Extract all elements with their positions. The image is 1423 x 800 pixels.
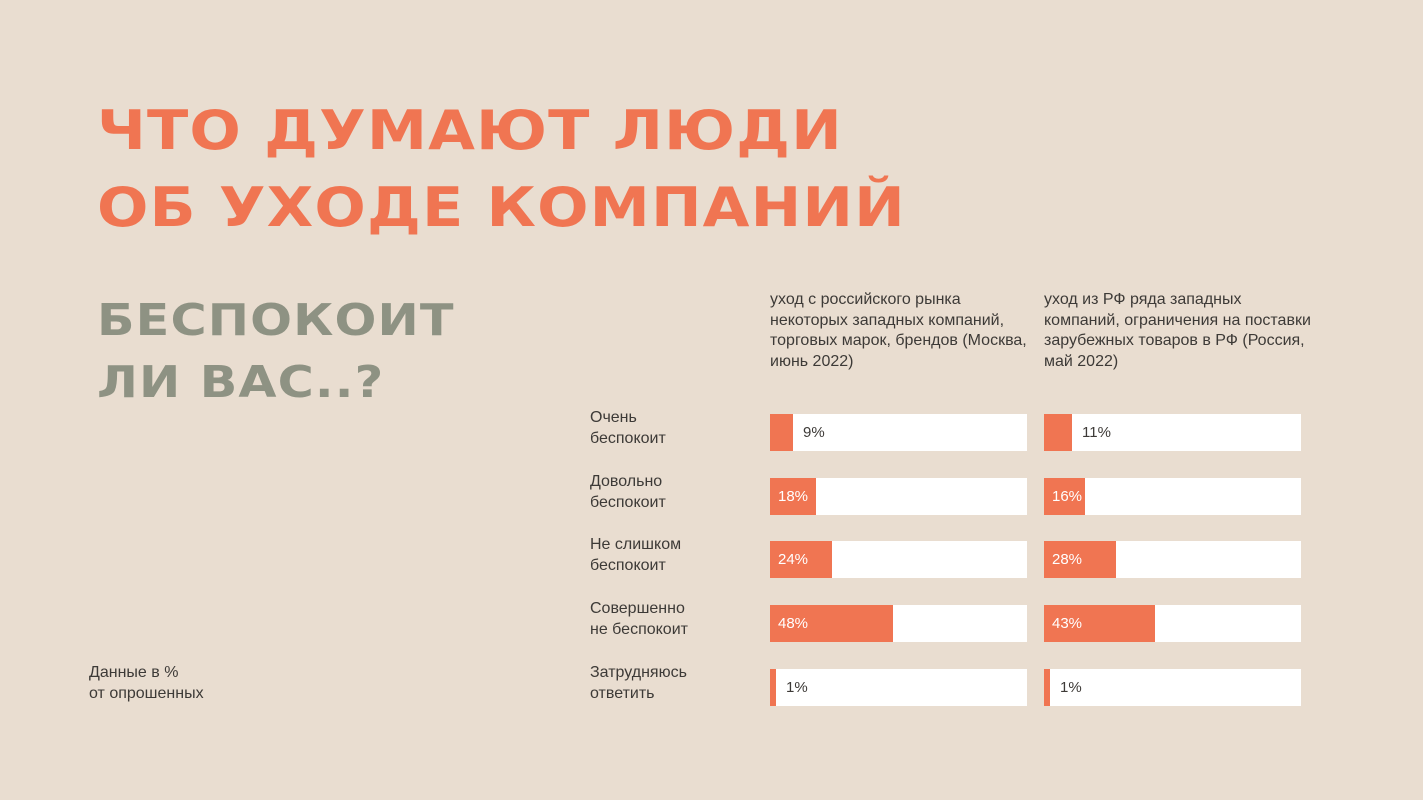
bar [1044,605,1155,642]
bar-track: 1% [1044,669,1301,706]
category-label: Совершенно не беспокоит [590,599,760,640]
page-title: ЧТО ДУМАЮТ ЛЮДИ ОБ УХОДЕ КОМПАНИЙ [97,92,906,246]
category-label: Не слишком беспокоит [590,535,760,576]
category-label-line: беспокоит [590,429,666,447]
bar-value-label: 9% [803,424,825,441]
category-label-line: Очень [590,409,637,426]
category-label: Довольно беспокоит [590,472,760,513]
bar [1044,414,1072,451]
page-title-line: ЧТО ДУМАЮТ ЛЮДИ [97,99,843,162]
bar-track: 48% [770,605,1027,642]
bar-track: 1% [770,669,1027,706]
bar [770,541,832,578]
bar-value-label: 1% [786,679,808,696]
question-heading: БЕСПОКОИТ ЛИ ВАС..? [97,290,455,414]
bar [1044,669,1050,706]
bar [770,605,893,642]
category-label-line: не беспокоит [590,620,688,638]
bar-value-label: 43% [1052,615,1083,632]
series-header-russia: уход из РФ ряда западных компаний, огран… [1044,291,1311,370]
bar-track: 18% [770,478,1027,515]
bar [1044,541,1116,578]
bar-track: 43% [1044,605,1301,642]
bar [1044,478,1085,515]
category-label: Затрудняюсь ответить [590,663,760,704]
category-label: Очень беспокоит [590,408,760,449]
data-note: Данные в % от опрошенных [89,662,204,704]
bar-track: 24% [770,541,1027,578]
bar-value-label: 11% [1082,424,1111,441]
bar-value-label: 16% [1052,488,1083,505]
bar-track: 28% [1044,541,1301,578]
bar-value-label: 28% [1052,551,1083,568]
data-note-line: Данные в % [89,664,179,681]
bar [770,478,816,515]
bar [770,669,776,706]
series-header-moscow: уход с российского рынка некоторых запад… [770,291,1027,370]
bar-value-label: 18% [778,488,809,505]
category-label-line: Совершенно [590,600,685,617]
category-label-line: Не слишком [590,536,682,553]
category-label-line: беспокоит [590,493,666,511]
bar-track: 16% [1044,478,1301,515]
bar-value-label: 24% [778,551,809,568]
bar-value-label: 1% [1060,679,1082,696]
bar-track: 11% [1044,414,1301,451]
category-label-line: Затрудняюсь [590,664,687,681]
data-note-line: от опрошенных [89,685,204,702]
category-label-line: беспокоит [590,556,666,574]
bar [770,414,793,451]
question-heading-line: БЕСПОКОИТ [97,295,455,346]
category-label-line: Довольно [590,473,663,490]
bar-track: 9% [770,414,1027,451]
bar-value-label: 48% [778,615,809,632]
category-label-line: ответить [590,684,655,702]
page-title-line: ОБ УХОДЕ КОМПАНИЙ [97,176,906,239]
question-heading-line: ЛИ ВАС..? [97,357,385,408]
